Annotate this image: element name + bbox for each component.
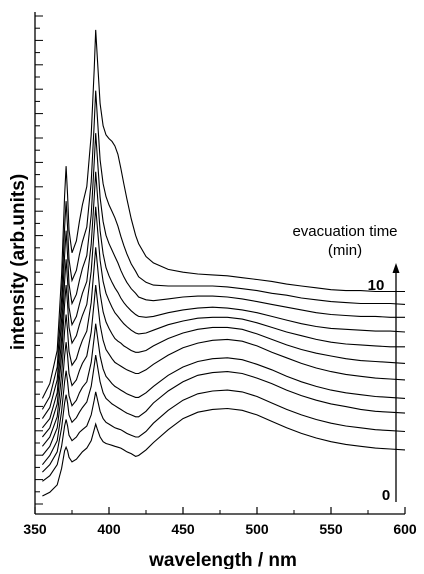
spectrum-line-2	[42, 355, 406, 473]
arrow-top-label: 10	[368, 277, 385, 294]
spectrum-line-7	[41, 171, 406, 429]
x-tick-label-500: 500	[245, 521, 269, 537]
spectrum-line-5	[41, 247, 406, 447]
axes-group	[34, 12, 405, 515]
arrow-bottom-label: 0	[382, 487, 390, 504]
spectrum-line-1	[42, 389, 406, 482]
series-group	[41, 29, 406, 497]
spectrum-line-4	[41, 285, 406, 456]
spectrum-line-6	[41, 206, 405, 438]
x-axis-label: wavelength / nm	[148, 550, 297, 569]
spectrum-line-10	[41, 29, 405, 399]
evacuation-arrow-head	[392, 263, 400, 273]
ticks-group: 350 400 450 500 550 600	[23, 15, 417, 537]
annotation-title-line1: evacuation time	[292, 223, 397, 240]
y-axis-label: intensity (arb.units)	[8, 174, 29, 350]
x-tick-label-400: 400	[97, 521, 121, 537]
spectrum-line-8	[41, 133, 405, 419]
x-tick-label-600: 600	[393, 521, 417, 537]
x-tick-label-450: 450	[171, 521, 195, 537]
annotation-title-line2: (min)	[328, 242, 362, 259]
spectrum-line-9	[41, 90, 406, 410]
spectrum-line-0	[42, 407, 406, 497]
spectrum-line-3	[41, 323, 406, 466]
x-tick-label-550: 550	[319, 521, 343, 537]
x-tick-label-350: 350	[23, 521, 47, 537]
